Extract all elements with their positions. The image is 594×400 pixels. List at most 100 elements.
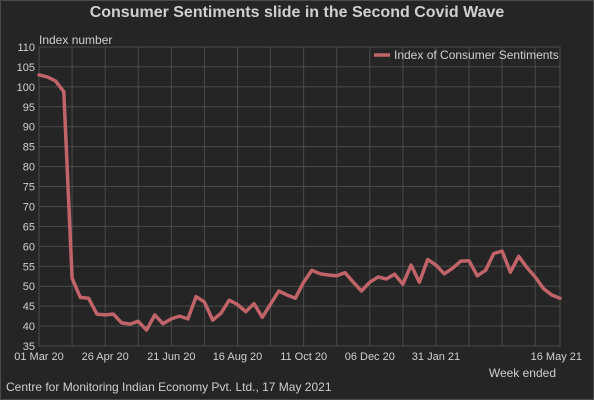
y-tick-label: 60: [23, 241, 35, 253]
plot-area-border: [38, 46, 561, 347]
data-point: [409, 263, 413, 267]
series-line: [37, 73, 562, 332]
data-point: [525, 266, 529, 269]
y-tick-label: 105: [17, 62, 35, 74]
series-lines: [37, 73, 562, 332]
y-tick-label: 85: [23, 142, 35, 154]
data-point: [500, 249, 504, 253]
y-tick-label: 45: [23, 301, 35, 313]
data-point: [492, 252, 495, 255]
x-tick-label: 26 Apr 20: [82, 351, 129, 363]
data-point: [170, 317, 173, 321]
data-point: [393, 273, 396, 276]
data-point: [137, 320, 140, 323]
y-tick-label: 50: [23, 281, 35, 293]
data-point: [261, 316, 264, 319]
x-tick-label: 06 Dec 20: [345, 351, 395, 363]
data-point: [244, 310, 247, 313]
data-point: [467, 259, 471, 262]
data-point: [401, 283, 405, 286]
data-point: [327, 273, 330, 277]
data-point: [534, 275, 537, 279]
data-point: [269, 302, 272, 306]
data-point: [153, 313, 156, 317]
y-tick-label: 40: [23, 321, 35, 333]
data-point: [145, 328, 148, 332]
data-point: [335, 274, 338, 277]
data-point: [219, 312, 223, 315]
data-point: [443, 272, 446, 275]
y-axis-ticks: 35 40 45 50 55 60 65 70 75 80 85 90 95 100 105 110: [17, 42, 35, 353]
chart-title: Consumer Sentiments slide in the Second …: [89, 4, 505, 21]
data-point: [418, 281, 421, 284]
data-point: [426, 258, 429, 261]
data-point: [360, 289, 363, 293]
y-axis-label: Index number: [39, 33, 112, 47]
data-point: [385, 277, 388, 281]
x-axis-label: Week ended: [489, 366, 556, 380]
x-tick-label: 16 May 21: [531, 351, 582, 363]
y-tick-label: 75: [23, 182, 35, 194]
data-point: [37, 73, 41, 77]
data-point: [509, 271, 512, 274]
x-axis-ticks: 01 Mar 20 26 Apr 20 21 Jun 20 16 Aug 20 11 O…: [14, 351, 582, 363]
data-point: [79, 296, 82, 299]
y-tick-label: 110: [17, 42, 35, 54]
x-tick-label: 11 Oct 20: [280, 351, 327, 363]
y-tick-label: 80: [23, 162, 35, 174]
data-point: [178, 314, 181, 318]
x-tick-label: 21 Jun 20: [147, 351, 195, 363]
data-point: [87, 297, 90, 300]
data-point: [161, 322, 165, 325]
data-point: [252, 302, 256, 305]
data-point: [70, 277, 74, 280]
data-point: [128, 322, 132, 326]
data-point: [368, 281, 371, 284]
data-point: [203, 300, 206, 304]
data-point: [517, 255, 520, 258]
y-tick-label: 70: [23, 201, 35, 213]
data-point: [302, 281, 305, 284]
data-point: [434, 263, 438, 267]
data-point: [558, 297, 562, 300]
data-point: [550, 293, 553, 297]
data-point: [186, 317, 190, 321]
data-point: [211, 318, 214, 322]
data-point: [542, 287, 545, 290]
legend: Index of Consumer Sentiments: [374, 48, 559, 62]
data-point: [236, 303, 239, 306]
legend-label: Index of Consumer Sentiments: [394, 48, 559, 62]
data-point: [112, 312, 115, 316]
data-point: [62, 90, 65, 93]
x-tick-label: 31 Jan 21: [412, 351, 460, 363]
y-tick-label: 100: [17, 82, 35, 94]
x-tick-label: 16 Aug 20: [213, 351, 263, 363]
grid-lines: [38, 46, 561, 347]
data-point: [310, 269, 314, 272]
data-point: [95, 312, 99, 316]
y-tick-label: 95: [23, 102, 35, 114]
data-point: [294, 297, 297, 300]
data-point: [459, 259, 462, 263]
data-point: [451, 267, 454, 270]
y-tick-label: 90: [23, 122, 35, 134]
data-point: [352, 281, 355, 284]
x-tick-label: 01 Mar 20: [14, 351, 64, 363]
data-point: [228, 299, 231, 302]
data-point: [476, 274, 479, 277]
data-point: [319, 272, 322, 275]
data-point: [104, 313, 107, 317]
source-note: Centre for Monitoring Indian Economy Pvt…: [6, 380, 332, 394]
y-tick-label: 65: [23, 221, 35, 233]
data-point: [46, 75, 49, 79]
y-tick-label: 55: [23, 261, 35, 273]
data-point: [194, 295, 198, 298]
data-point: [120, 321, 123, 325]
data-point: [277, 289, 280, 293]
data-point: [54, 79, 57, 83]
data-point: [376, 275, 380, 279]
data-point: [343, 271, 347, 274]
data-point: [285, 293, 289, 297]
data-point: [484, 269, 487, 272]
